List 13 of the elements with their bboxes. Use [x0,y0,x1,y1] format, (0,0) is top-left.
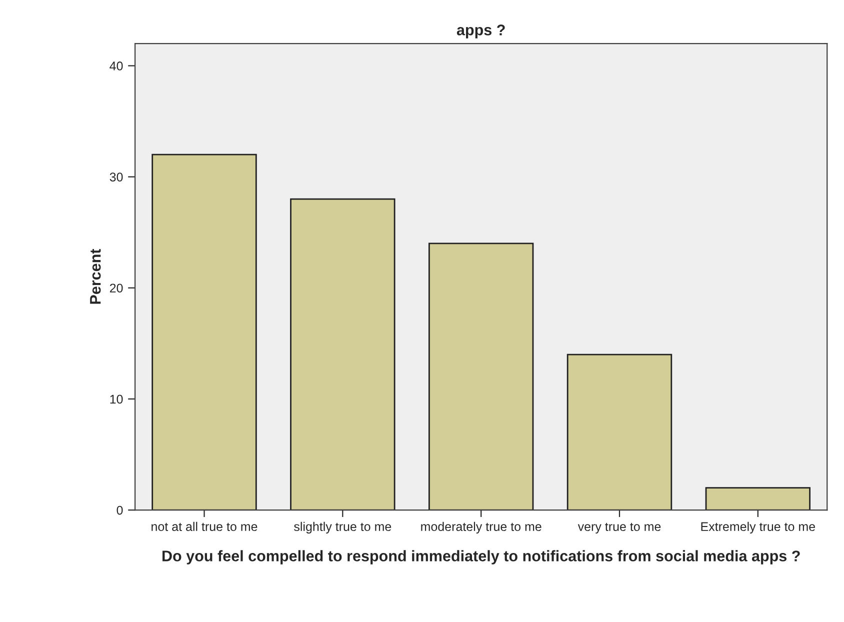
chart-title: apps ? [456,24,505,38]
y-tick-label: 30 [110,172,123,182]
x-tick-label: very true to me [578,522,661,534]
x-tick-label: slightly true to me [294,522,392,534]
y-tick-label: 0 [116,506,123,515]
x-tick-label: moderately true to me [421,522,542,534]
x-tick-label: Extremely true to me [701,522,816,534]
y-tick-label: 10 [110,394,123,404]
x-axis-title: Do you feel compelled to respond immediately to notifications from social media apps ? [162,550,800,564]
x-tick-label: not at all true to me [152,522,258,532]
y-tick-label: 40 [110,62,123,70]
y-axis-title: Percent [90,248,101,304]
y-tick-label: 20 [110,284,123,293]
